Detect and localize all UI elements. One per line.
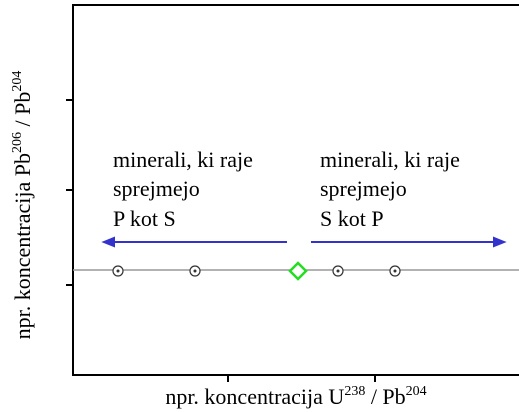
annotation-line: P kot S [113,206,176,231]
label-sup: 204 [10,71,25,92]
annotation-line: sprejmejo [113,176,200,201]
arrow-head [493,236,507,248]
y-axis-label: npr. koncentracija Pb206 / Pb204 [10,71,35,340]
initial-point [288,261,308,281]
label-text: / Pb [365,384,405,409]
arrow-head [101,236,115,248]
annotation-line: minerali, ki raje [113,147,253,172]
annotation-line: S kot P [320,206,384,231]
x-axis-label: npr. koncentracija U238 / Pb204 [165,384,426,409]
annotation-line: minerali, ki raje [320,147,460,172]
label-sup: 204 [406,384,427,399]
point-dots [116,269,397,273]
arrows [101,236,507,248]
label-text: npr. koncentracija U [165,384,344,409]
label-sup: 238 [344,384,365,399]
annotation-line: sprejmejo [320,176,407,201]
label-sup: 206 [10,132,25,153]
label-text: npr. koncentracija Pb [10,153,35,339]
points [112,265,401,277]
label-text: / Pb [10,92,35,132]
